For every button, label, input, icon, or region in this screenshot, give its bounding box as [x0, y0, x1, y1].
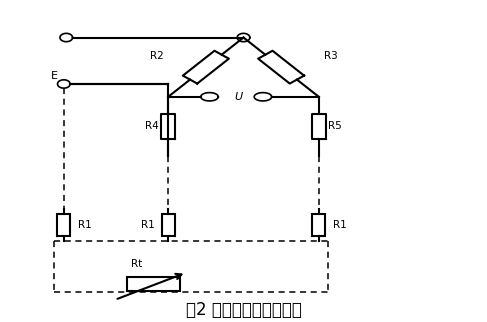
Text: 图2 热电阻的三线制接法: 图2 热电阻的三线制接法 [186, 301, 301, 319]
Bar [57, 214, 71, 236]
Text: E: E [51, 71, 57, 81]
Text: R3: R3 [324, 51, 337, 61]
Bar [312, 214, 325, 236]
Text: R4: R4 [145, 121, 158, 131]
Text: R1: R1 [333, 220, 346, 230]
Bar [127, 278, 180, 291]
Text: U: U [235, 92, 243, 102]
Bar [162, 214, 175, 236]
Text: R1: R1 [77, 220, 92, 230]
Text: Rt: Rt [131, 260, 142, 270]
Text: R5: R5 [329, 121, 342, 131]
Text: R2: R2 [150, 51, 163, 61]
Text: R1: R1 [141, 220, 154, 230]
